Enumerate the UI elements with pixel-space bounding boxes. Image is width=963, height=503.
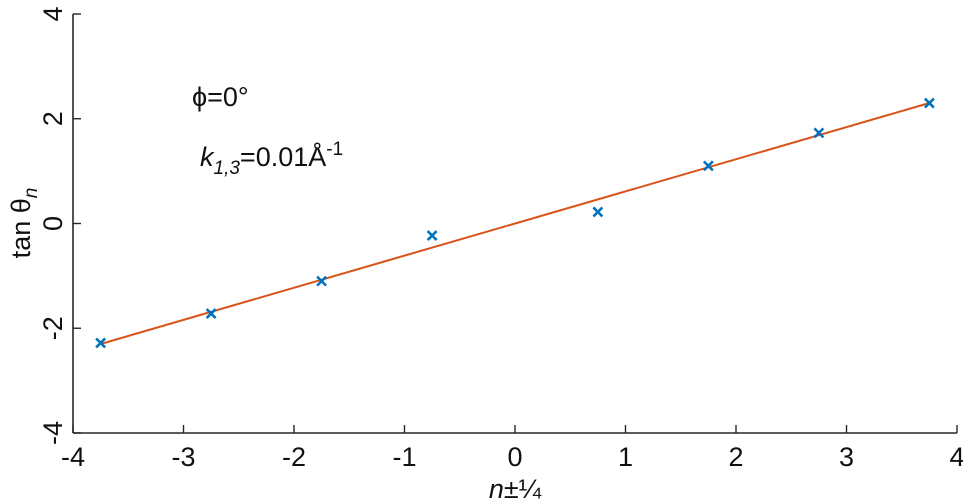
annotation-k-value: =0.01Å	[240, 141, 326, 172]
data-point-x-marker	[316, 275, 328, 287]
annotation-k-subscript: 1,3	[214, 158, 241, 179]
x-axis-label-rest: ±¼	[504, 474, 542, 503]
y-tick-label: -4	[38, 421, 68, 445]
data-point-x-marker	[592, 206, 604, 218]
y-axis-label-main: tan θ	[6, 198, 36, 258]
x-tick-label: 4	[949, 442, 963, 472]
annotation-k: k1,3=0.01Å-1	[200, 139, 343, 179]
x-tick-label: 0	[507, 442, 522, 472]
x-tick-label: -4	[61, 442, 85, 472]
fit-line	[100, 102, 930, 345]
x-tick-label: 1	[618, 442, 633, 472]
x-axis-label: n±¼	[489, 474, 542, 503]
data-point-x-marker	[923, 97, 935, 109]
data-point-x-marker	[813, 127, 825, 139]
fit-line-group	[100, 102, 930, 345]
y-tick-label: 0	[38, 216, 68, 231]
data-point-x-marker	[95, 337, 107, 349]
x-axis-label-n: n	[489, 474, 504, 503]
x-tick-label: 2	[728, 442, 743, 472]
x-tick-label: 3	[839, 442, 854, 472]
x-tick-label: -3	[171, 442, 195, 472]
data-point-x-marker	[702, 160, 714, 172]
y-tick-label: -2	[38, 316, 68, 340]
y-tick-label: 4	[38, 6, 68, 21]
x-tick-label: -2	[282, 442, 306, 472]
annotation-phi: ϕ=0°	[192, 82, 249, 112]
x-tick-label: -1	[392, 442, 416, 472]
ticks: -4 -3 -2 -1 0 1 2 3 4 -4 -2 0 2 4	[38, 6, 963, 472]
y-axis-label-subscript: n	[21, 188, 42, 199]
annotation-k-superscript: -1	[326, 139, 343, 160]
data-point-x-marker	[205, 308, 217, 320]
data-point-x-marker	[426, 230, 438, 241]
y-tick-label: 2	[38, 111, 68, 126]
y-axis-label: tan θn	[6, 188, 42, 259]
annotation-k-symbol: k	[200, 142, 215, 172]
data-points	[95, 97, 935, 349]
